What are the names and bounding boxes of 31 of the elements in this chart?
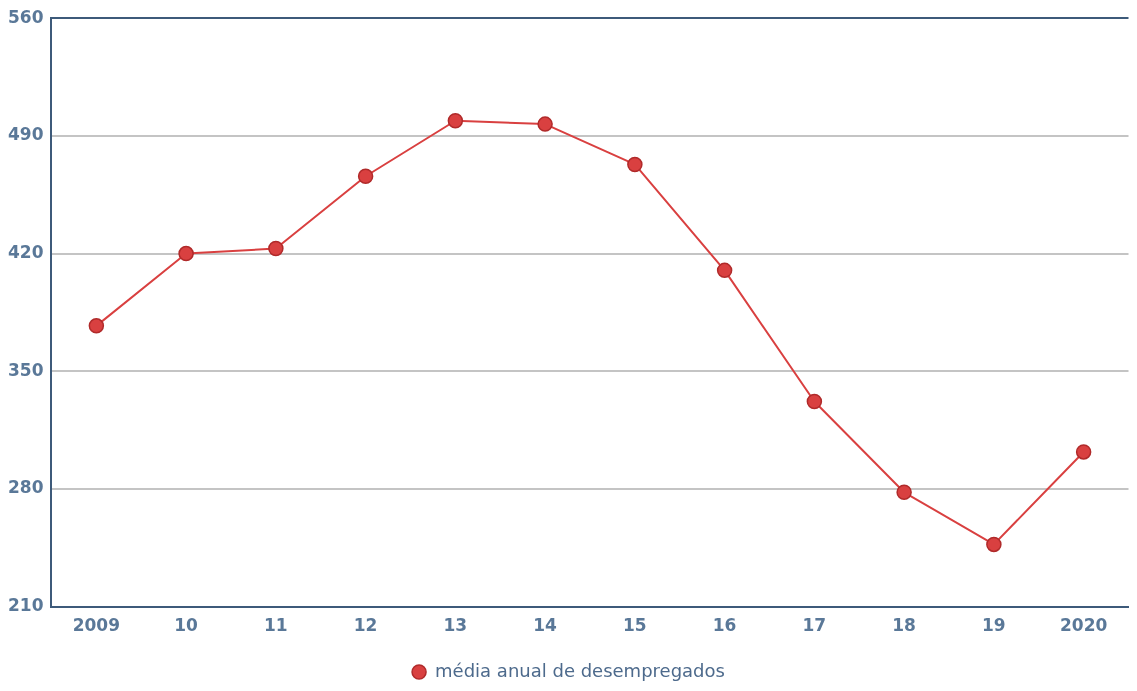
point xyxy=(268,240,284,257)
y-tick-label: 420 xyxy=(7,241,44,262)
x-tick-label: 18 xyxy=(892,615,916,636)
point xyxy=(716,262,733,279)
x-tick-label: 12 xyxy=(353,615,378,636)
point xyxy=(447,113,464,129)
point xyxy=(806,393,823,410)
point xyxy=(178,245,194,262)
x-tick-label: 15 xyxy=(623,615,647,636)
y-tick-label: 210 xyxy=(7,595,44,616)
x-tick-label: 17 xyxy=(802,615,827,636)
y-tick-label: 560 xyxy=(7,6,44,27)
x-tick-label: 11 xyxy=(264,615,288,636)
x-tick-label: 2020 xyxy=(1059,615,1108,636)
legend-label: média anual de desempregados xyxy=(435,659,725,681)
point xyxy=(986,536,1002,553)
point xyxy=(896,484,912,501)
x-tick-label: 10 xyxy=(174,615,199,636)
x-tick-label: 14 xyxy=(533,615,558,636)
x-tick-label: 19 xyxy=(982,615,1006,636)
x-tick-label: 2009 xyxy=(72,615,121,636)
x-tick-label: 13 xyxy=(443,615,468,636)
x-tick-label: 16 xyxy=(712,615,737,636)
y-tick-label: 280 xyxy=(7,477,44,498)
point xyxy=(1075,444,1092,460)
point xyxy=(357,168,374,184)
point xyxy=(537,116,553,132)
point xyxy=(627,156,643,173)
y-tick-label: 490 xyxy=(7,124,44,145)
y-tick-label: 350 xyxy=(7,359,44,380)
point xyxy=(88,318,105,334)
